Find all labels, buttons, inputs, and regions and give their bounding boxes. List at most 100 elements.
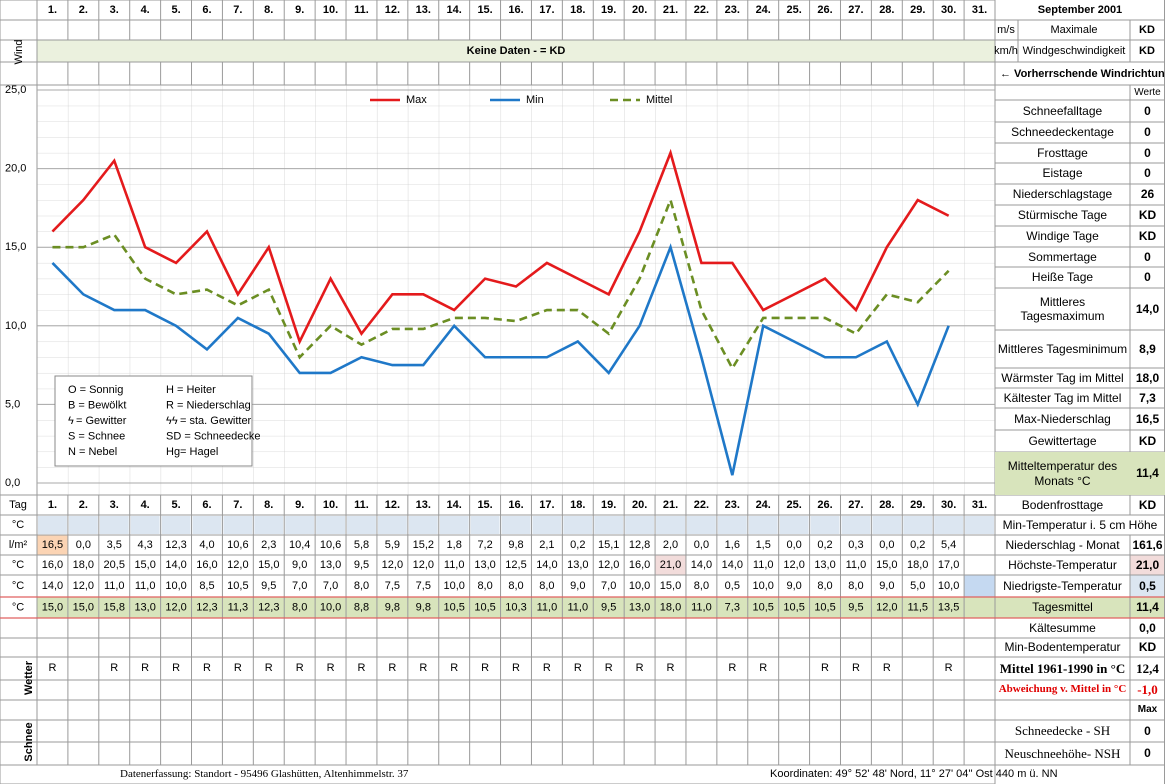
table-cell: 10,0 — [320, 602, 341, 614]
stat-label: Frosttage — [1037, 145, 1088, 160]
value: KD — [1139, 24, 1155, 36]
stat-value: 0 — [1144, 270, 1151, 285]
key-item: = sta. Gewitter — [180, 415, 252, 427]
day-label: 17. — [539, 4, 554, 16]
wind-note: Keine Daten - = KD — [467, 45, 566, 57]
day-label: 14. — [447, 499, 462, 511]
y-tick-label: 5,0 — [5, 398, 20, 410]
cell-fill — [99, 516, 129, 534]
day-label: 5. — [171, 4, 180, 16]
row-value: 0 — [1144, 723, 1151, 738]
table-cell: 5,8 — [354, 539, 369, 551]
weather-cell: R — [358, 662, 366, 674]
table-cell: 0,0 — [786, 539, 801, 551]
table-cell: 12,3 — [165, 539, 186, 551]
unit-label: °C — [12, 602, 24, 614]
footer-left: Datenerfassung: Standort - 95496 Glashüt… — [120, 768, 409, 780]
table-cell: 7,5 — [385, 580, 400, 592]
row-value-box: 21,0 — [1136, 558, 1159, 572]
stat-label: Bodenfrosttage — [1021, 497, 1104, 512]
day-label: 23. — [725, 499, 740, 511]
cell-fill — [532, 516, 562, 534]
weather-cell: R — [419, 662, 427, 674]
cell-fill — [161, 516, 191, 534]
stat-label-box: Mittleres Tagesmaximum — [1020, 295, 1104, 323]
day-label: 23. — [725, 4, 740, 16]
day-label: 13. — [416, 499, 431, 511]
table-cell: 10,6 — [227, 539, 248, 551]
day-label: 27. — [848, 4, 863, 16]
stat-value-box: KD — [1138, 497, 1157, 512]
cell-fill — [594, 516, 624, 534]
row-label: Niederschlag - Monat — [1005, 537, 1120, 552]
table-cell: 10,4 — [289, 539, 310, 551]
table-cell: 15,2 — [413, 539, 434, 551]
table-cell: 15,0 — [42, 602, 63, 614]
cell-fill — [748, 516, 778, 534]
key-item: O = Sonnig — [68, 384, 123, 396]
stat-value: KD — [1138, 497, 1157, 512]
row-label-box: Kältesumme — [1029, 620, 1096, 635]
table-cell: 13,0 — [320, 559, 341, 571]
table-cell: 16,0 — [629, 559, 650, 571]
table-cell: 12,0 — [598, 559, 619, 571]
stats-header: Werte — [1134, 86, 1161, 98]
table-cell: 15,0 — [258, 559, 279, 571]
stat-value-box: KD — [1139, 208, 1156, 222]
cell-fill — [316, 516, 346, 534]
cell-fill — [872, 516, 902, 534]
weather-cell: R — [172, 662, 180, 674]
table-cell: 16,0 — [42, 559, 63, 571]
weather-cell: R — [512, 662, 520, 674]
row-label: Kältesumme — [1029, 620, 1096, 635]
day-label: 16. — [508, 499, 523, 511]
row-value: KD — [1138, 640, 1157, 655]
table-cell: 9,5 — [261, 580, 276, 592]
day-label: 21. — [663, 499, 678, 511]
stat-value: 11,4 — [1130, 452, 1165, 495]
y-tick-label: 20,0 — [5, 163, 26, 175]
table-cell: 14,0 — [722, 559, 743, 571]
stat-value: KD — [1138, 433, 1157, 448]
weather-cell: R — [234, 662, 242, 674]
day-label: 27. — [848, 499, 863, 511]
table-cell: 9,8 — [385, 602, 400, 614]
row-label-box: Schneedecke - SH — [1015, 723, 1110, 738]
day-label: 5. — [171, 499, 180, 511]
table-cell: 8,8 — [354, 602, 369, 614]
table-cell: 1,8 — [447, 539, 462, 551]
stat-label: Mittleres Tagesminimum — [997, 341, 1128, 356]
table-cell: 11,0 — [104, 580, 125, 592]
table-cell: 7,3 — [725, 602, 740, 614]
table-cell: 20,5 — [104, 559, 125, 571]
stat-label-box: Stürmische Tage — [1018, 208, 1107, 222]
day-label: 19. — [601, 4, 616, 16]
row-value: 0,0 — [1139, 620, 1156, 635]
stat-value: 0 — [1144, 145, 1151, 160]
table-cell: 2,1 — [539, 539, 554, 551]
day-label: 22. — [694, 4, 709, 16]
cell-fill — [37, 535, 68, 555]
weather-cell: R — [667, 662, 675, 674]
table-cell: 12,0 — [413, 559, 434, 571]
row-label-box: Abweichung v. Mittel in °C — [999, 683, 1127, 695]
unit-label: °C — [12, 559, 24, 571]
day-label: 15. — [477, 499, 492, 511]
day-label: 20. — [632, 4, 647, 16]
weather-cell: R — [759, 662, 767, 674]
table-cell: 10,0 — [753, 580, 774, 592]
table-cell: 7,0 — [601, 580, 616, 592]
row-value-box: 12,4 — [1136, 661, 1159, 676]
stat-value: KD — [1138, 229, 1157, 244]
stat-label: Schneefalltage — [1022, 103, 1103, 118]
table-cell: 0,0 — [694, 539, 709, 551]
table-cell: 4,0 — [199, 539, 214, 551]
row-label-box: Min-Temperatur i. 5 cm Höhe — [1003, 518, 1158, 532]
table-cell: 11,0 — [568, 602, 589, 614]
weather-cell: R — [481, 662, 489, 674]
stat-value: 0 — [1144, 249, 1151, 264]
month-title: September 2001 — [1038, 4, 1122, 16]
stat-label-box: Bodenfrosttage — [1021, 497, 1104, 512]
